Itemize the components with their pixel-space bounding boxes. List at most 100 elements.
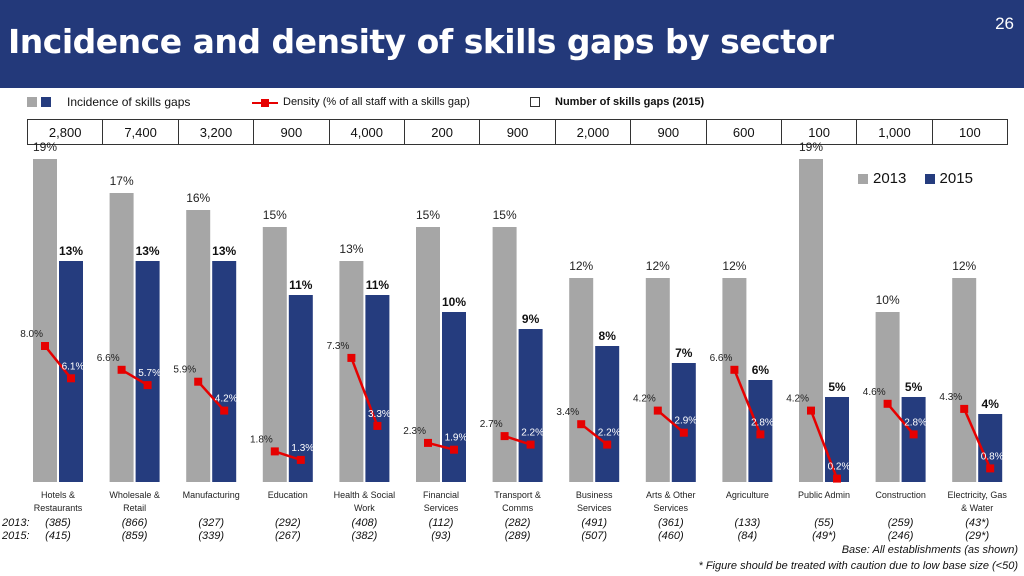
category-label: Restaurants <box>34 503 83 513</box>
density-2015-label: 2.2% <box>521 428 544 439</box>
density-line <box>504 434 531 446</box>
base-2013-value: (361) <box>657 517 684 529</box>
category-label: Electricity, Gas <box>948 490 1008 500</box>
category-label: Transport & <box>494 490 541 500</box>
density-2013-label: 4.3% <box>939 392 962 403</box>
density-point-2015 <box>986 464 995 473</box>
density-2013-label: 7.3% <box>327 341 350 352</box>
category-label: Arts & Other <box>646 490 696 500</box>
count-cell: 2,000 <box>556 120 632 144</box>
category-label: Manufacturing <box>183 490 240 500</box>
legend-density-line-icon <box>252 99 278 107</box>
bar-2015 <box>901 397 926 482</box>
bar-2013 <box>569 278 594 482</box>
bar-2015 <box>518 329 543 482</box>
density-2015-label: 2.2% <box>598 428 621 439</box>
legend-2013-swatch <box>858 174 868 185</box>
bar-2013-label: 12% <box>646 259 670 273</box>
legend-incidence-2015-swatch <box>41 97 51 107</box>
density-2015-label: 2.8% <box>751 417 774 428</box>
bar-2013-label: 17% <box>110 174 134 188</box>
density-line <box>274 450 302 462</box>
density-point-2013 <box>500 432 509 441</box>
bar-2013-label: 10% <box>876 293 900 307</box>
bar-2015 <box>365 295 390 482</box>
density-line <box>886 402 915 436</box>
bar-2015-label: 8% <box>599 329 617 343</box>
density-point-2015 <box>756 430 765 439</box>
density-point-2015 <box>296 455 305 464</box>
category-label: & Water <box>961 503 993 513</box>
count-cell: 900 <box>480 120 556 144</box>
density-line <box>809 410 839 480</box>
bar-2015-label: 13% <box>136 244 160 258</box>
base-2013-value: (292) <box>274 517 301 529</box>
base-2013-value: (385) <box>45 517 71 529</box>
count-cell: 3,200 <box>179 120 255 144</box>
category-label: Services <box>424 503 459 513</box>
density-line <box>120 368 149 387</box>
bar-2015-label: 10% <box>442 295 466 309</box>
density-point-2015 <box>373 421 382 430</box>
density-line <box>656 409 685 434</box>
category-label: Construction <box>875 490 926 500</box>
category-label: Financial <box>423 490 459 500</box>
density-point-2013 <box>730 365 739 374</box>
series-legend: 2013 2015 <box>858 170 987 187</box>
density-2013-label: 6.6% <box>97 353 120 364</box>
bar-2015-label: 9% <box>522 312 540 326</box>
density-line <box>44 345 72 380</box>
base-2013-value: (43*) <box>965 517 990 529</box>
bar-2015 <box>135 261 160 482</box>
bar-2015-label: 11% <box>289 278 313 292</box>
bar-2015 <box>595 346 620 482</box>
density-line <box>733 369 762 435</box>
density-2013-label: 2.3% <box>403 426 426 437</box>
bar-2013 <box>33 159 57 482</box>
base-2015-value: (460) <box>657 530 684 542</box>
density-point-2013 <box>960 404 969 413</box>
count-cell: 900 <box>254 120 330 144</box>
density-point-2013 <box>117 365 126 374</box>
base-row-2015-label: 2015: <box>2 530 30 542</box>
category-label: Public Admin <box>798 490 850 500</box>
density-point-2013 <box>807 406 815 415</box>
bar-2015-label: 6% <box>752 363 770 377</box>
category-label: Agriculture <box>726 490 769 500</box>
base-2013-value: (327) <box>198 517 225 529</box>
base-2013-value: (55) <box>814 517 834 529</box>
base-2015-value: (859) <box>121 530 148 542</box>
category-label: Comms <box>502 503 533 513</box>
skills-gaps-count-row: 2,800 7,400 3,200 900 4,000 200 900 2,00… <box>27 119 1008 145</box>
legend-item-2015: 2015 <box>924 170 973 187</box>
base-note: Base: All establishments (as shown) <box>841 544 1018 556</box>
density-2015-label: 1.9% <box>445 433 468 444</box>
bar-2013-label: 15% <box>416 208 440 222</box>
legend-item-2013: 2013 <box>858 170 906 187</box>
bar-2015-label: 5% <box>828 380 846 394</box>
bar-2013-label: 15% <box>493 208 517 222</box>
density-2013-label: 3.4% <box>556 407 579 418</box>
count-cell: 200 <box>405 120 481 144</box>
count-cell: 900 <box>631 120 707 144</box>
density-line <box>963 408 992 469</box>
density-2015-label: 1.3% <box>291 443 314 454</box>
density-point-2013 <box>347 353 356 362</box>
density-2013-label: 5.9% <box>173 365 196 376</box>
base-2013-value: (408) <box>351 517 378 529</box>
base-2015-value: (415) <box>45 530 71 542</box>
density-point-2013 <box>270 447 279 456</box>
page-number: 26 <box>995 14 1014 33</box>
bar-2015-label: 13% <box>59 244 83 258</box>
page-title: Incidence and density of skills gaps by … <box>8 22 834 61</box>
category-label: Work <box>354 503 375 513</box>
caution-note: * Figure should be treated with caution … <box>698 560 1019 572</box>
category-label: Business <box>576 490 613 500</box>
density-2013-label: 4.2% <box>786 394 809 405</box>
density-point-2013 <box>653 406 662 415</box>
bar-2013 <box>109 193 134 482</box>
density-2013-label: 2.7% <box>480 419 503 430</box>
bar-2015-label: 11% <box>366 278 390 292</box>
bar-2015 <box>671 363 696 482</box>
